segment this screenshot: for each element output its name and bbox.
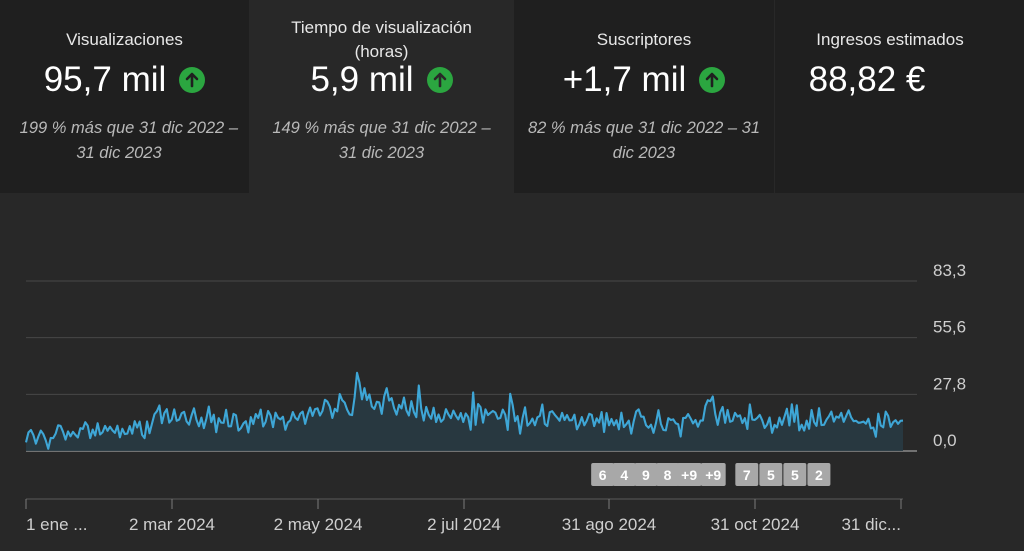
x-tick-label: 1 ene ... (26, 515, 87, 534)
card-revenue[interactable]: Ingresos estimados 88,82 € (775, 0, 1024, 193)
y-tick-label: 83,3 (933, 261, 966, 280)
series-area-fill (26, 372, 903, 451)
card-title-line2: (horas) (354, 42, 409, 61)
x-tick-label: 2 mar 2024 (129, 515, 215, 534)
event-marker[interactable]: 5 (783, 463, 807, 486)
card-title: Visualizaciones (66, 30, 183, 49)
x-tick-label: 31 oct 2024 (711, 515, 800, 534)
y-tick-label: 0,0 (933, 431, 957, 450)
y-axis-ticks: 83,3 55,6 27,8 0,0 (933, 261, 966, 450)
event-marker-label: 8 (664, 467, 672, 483)
card-comparison-line1: 149 % más que 31 dic 2022 – (272, 119, 491, 137)
card-comparison-line2: 31 dic 2023 (338, 144, 425, 162)
arrow-up-icon (426, 67, 453, 93)
card-value: 95,7 mil (43, 60, 167, 99)
x-tick-label: 2 jul 2024 (427, 515, 501, 534)
event-marker[interactable]: 8 (656, 463, 680, 486)
chart-area (24, 371, 904, 451)
x-axis: 1 ene ... 2 mar 2024 2 may 2024 2 jul 2024 3… (25, 498, 903, 534)
x-tick-label: 31 dic... (841, 515, 901, 534)
event-marker-box[interactable] (759, 463, 783, 486)
card-value-row: +1,7 mil (514, 60, 774, 100)
event-marker[interactable]: +9 (676, 463, 702, 486)
card-comparison-line2: dic 2023 (612, 144, 676, 162)
y-tick-label: 55,6 (933, 318, 966, 337)
event-marker-label: +9 (681, 467, 697, 483)
event-marker[interactable]: 4 (612, 463, 636, 486)
series-line[interactable] (24, 371, 904, 450)
event-markers: 6 4 9 8 +9 +9 7 5 5 2 (591, 463, 831, 486)
event-marker-label: 2 (815, 467, 823, 483)
card-watch-time[interactable]: Tiempo de visualización (horas) 5,9 mil … (250, 0, 513, 193)
arrow-up-icon (179, 67, 206, 93)
event-marker-box[interactable] (676, 463, 702, 486)
event-marker-box[interactable] (735, 463, 759, 486)
x-tick-label: 2 may 2024 (274, 515, 363, 534)
card-title: Suscriptores (596, 30, 692, 49)
card-title: Ingresos estimados (816, 30, 964, 49)
arrow-up-icon (699, 67, 726, 93)
x-tick-label: 31 ago 2024 (562, 515, 657, 534)
card-value: 5,9 mil (310, 60, 414, 99)
event-marker-box[interactable] (783, 463, 807, 486)
event-marker[interactable]: 5 (759, 463, 783, 486)
event-marker[interactable]: 7 (735, 463, 759, 486)
card-value-row: 95,7 mil (0, 60, 249, 100)
event-marker-label: 5 (767, 467, 775, 483)
event-marker[interactable]: 6 (591, 463, 615, 486)
y-tick-label: 27,8 (933, 374, 966, 393)
card-comparison-line1: 82 % más que 31 dic 2022 – 31 (527, 119, 761, 137)
card-value: +1,7 mil (562, 60, 687, 99)
event-marker-label: +9 (705, 467, 721, 483)
metric-cards: Visualizaciones 95,7 mil 199 % más que 3… (0, 0, 1024, 193)
card-title-line1: Tiempo de visualización (291, 18, 472, 37)
card-views[interactable]: Visualizaciones 95,7 mil 199 % más que 3… (0, 0, 249, 193)
event-marker-box[interactable] (634, 463, 658, 486)
event-marker-box[interactable] (807, 463, 831, 486)
event-marker-box[interactable] (656, 463, 680, 486)
event-marker[interactable]: 2 (807, 463, 831, 486)
event-marker-label: 6 (599, 467, 607, 483)
card-value-row: 5,9 mil (250, 60, 513, 100)
card-comparison-line2: 31 dic 2023 (76, 144, 162, 162)
card-value: 88,82 € (808, 60, 926, 99)
event-marker-box[interactable] (700, 463, 726, 486)
event-marker-label: 9 (642, 467, 650, 483)
event-marker-box[interactable] (612, 463, 636, 486)
event-marker[interactable]: +9 (700, 463, 726, 486)
event-marker[interactable]: 9 (634, 463, 658, 486)
card-subscribers[interactable]: Suscriptores +1,7 mil 82 % más que 31 di… (514, 0, 774, 193)
event-marker-label: 4 (620, 467, 628, 483)
watch-time-chart: 83,355,627,80,0 6 4 9 8 +9 +9 7 5 5 2 1 ene ... 2 … (24, 261, 966, 534)
card-comparison-line1: 199 % más que 31 dic 2022 – (19, 119, 238, 137)
event-marker-label: 5 (791, 467, 799, 483)
card-value-row: 88,82 € (775, 60, 959, 100)
event-marker-label: 7 (743, 467, 751, 483)
event-marker-box[interactable] (591, 463, 615, 486)
